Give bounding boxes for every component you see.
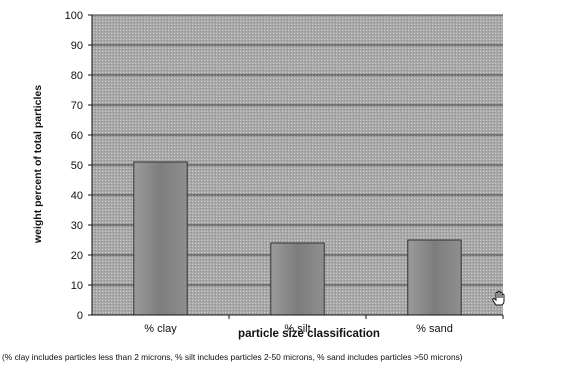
y-axis-title: weight percent of total particles [32, 85, 44, 244]
footnote: (% clay includes particles less than 2 m… [2, 352, 463, 362]
hand-cursor-icon [492, 290, 505, 306]
y-tick-label: 90 [71, 40, 83, 52]
y-tick-labels: 0 10 20 30 40 50 60 70 80 90 100 [65, 10, 83, 322]
y-tick-label: 20 [71, 250, 83, 262]
x-tick-label: % sand [416, 323, 453, 335]
y-tick-label: 80 [71, 70, 83, 82]
x-axis-title: particle size classification [238, 328, 380, 340]
y-tick-label: 60 [71, 130, 83, 142]
axes [88, 14, 504, 319]
y-tick-label: 30 [71, 220, 83, 232]
y-tick-label: 10 [71, 280, 83, 292]
x-tick-labels: % clay % silt % sand [144, 323, 453, 335]
bar-silt [270, 242, 325, 316]
y-tick-label: 70 [71, 100, 83, 112]
x-tick-label: % clay [144, 323, 177, 335]
y-tick-label: 40 [71, 190, 83, 202]
x-tick-label: % silt [284, 323, 310, 335]
y-tick-label: 0 [77, 310, 83, 322]
bar-sand [407, 239, 462, 316]
y-tick-label: 100 [65, 10, 83, 22]
bars [133, 161, 462, 316]
y-tick-label: 50 [71, 160, 83, 172]
bar-clay [133, 161, 188, 316]
